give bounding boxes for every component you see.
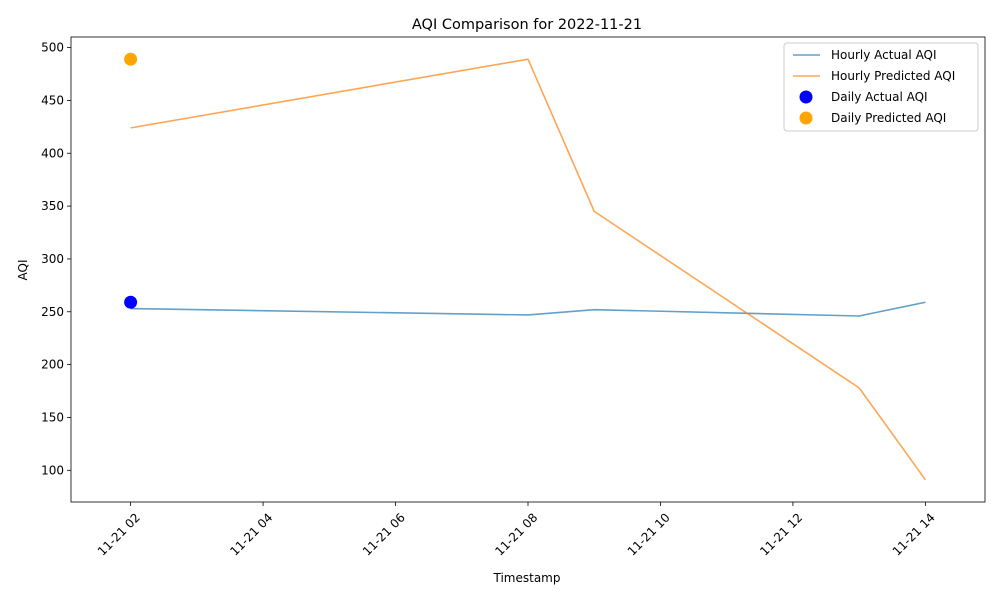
x-tick-label: 11-21 10 bbox=[625, 510, 673, 558]
data-point-daily-predicted-aqi bbox=[124, 52, 138, 66]
x-tick-label: 11-21 14 bbox=[890, 510, 938, 558]
y-tick-label: 500 bbox=[41, 41, 64, 55]
x-tick-label: 11-21 08 bbox=[492, 510, 540, 558]
data-point-daily-actual-aqi bbox=[124, 295, 138, 309]
y-tick-label: 450 bbox=[41, 93, 64, 107]
legend: Hourly Actual AQI Hourly Predicted AQI Dai… bbox=[783, 42, 979, 132]
series-line-hourly-actual-aqi bbox=[130, 301, 926, 317]
x-tick-label: 11-21 02 bbox=[95, 510, 143, 558]
plot-frame bbox=[70, 36, 986, 503]
y-tick-label: 200 bbox=[41, 358, 64, 372]
legend-label-hourly-predicted-aqi: Hourly Predicted AQI bbox=[831, 69, 955, 83]
x-tick-label: 11-21 06 bbox=[360, 510, 408, 558]
legend-swatch-daily-actual-aqi bbox=[799, 90, 813, 104]
series-line-hourly-predicted-aqi bbox=[130, 58, 927, 481]
legend-box bbox=[783, 42, 979, 132]
x-tick-label: 11-21 12 bbox=[757, 510, 805, 558]
legend-label-daily-predicted-aqi: Daily Predicted AQI bbox=[831, 111, 946, 125]
y-axis-label: AQI bbox=[16, 260, 30, 281]
legend-label-daily-actual-aqi: Daily Actual AQI bbox=[831, 90, 928, 104]
chart-title: AQI Comparison for 2022-11-21 bbox=[412, 17, 642, 33]
y-tick-label: 250 bbox=[41, 305, 64, 319]
x-axis-label: Timestamp bbox=[493, 571, 561, 585]
legend-label-hourly-actual-aqi: Hourly Actual AQI bbox=[831, 48, 937, 62]
y-tick-label: 300 bbox=[41, 252, 64, 266]
y-tick-label: 350 bbox=[41, 199, 64, 213]
y-tick-label: 400 bbox=[41, 146, 64, 160]
legend-swatch-daily-predicted-aqi bbox=[799, 111, 813, 125]
y-tick-label: 150 bbox=[41, 410, 64, 424]
x-tick-label: 11-21 04 bbox=[227, 510, 275, 558]
y-tick-label: 100 bbox=[41, 463, 64, 477]
